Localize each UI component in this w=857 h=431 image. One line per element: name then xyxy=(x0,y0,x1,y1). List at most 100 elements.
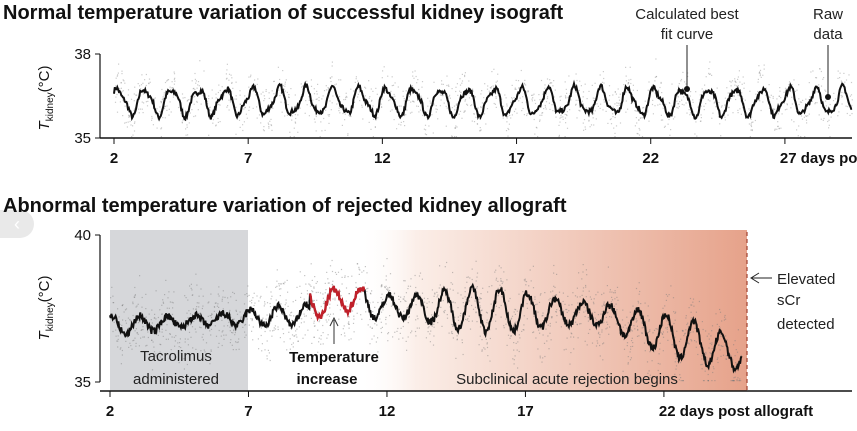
raw-data-point xyxy=(182,97,184,99)
raw-data-point xyxy=(187,299,189,301)
raw-data-point xyxy=(388,99,390,102)
raw-data-point xyxy=(384,90,386,92)
raw-data-point xyxy=(225,78,228,80)
raw-data-point xyxy=(215,93,217,95)
raw-data-point xyxy=(679,362,682,364)
raw-data-point xyxy=(262,317,264,319)
raw-data-point xyxy=(576,79,578,82)
raw-data-point xyxy=(476,287,478,289)
raw-data-point xyxy=(404,125,406,127)
raw-data-point xyxy=(490,87,492,89)
raw-data-point xyxy=(693,317,695,319)
raw-data-point xyxy=(322,302,325,305)
raw-data-point xyxy=(495,314,497,316)
raw-data-point xyxy=(695,341,697,343)
raw-data-point xyxy=(213,310,215,312)
raw-data-point xyxy=(731,357,733,359)
raw-data-point xyxy=(312,291,314,293)
raw-data-point xyxy=(742,76,744,78)
raw-data-point xyxy=(486,321,488,324)
raw-data-point xyxy=(266,340,268,342)
raw-data-point xyxy=(123,80,125,82)
raw-data-point xyxy=(402,337,404,339)
raw-data-point xyxy=(148,313,150,315)
raw-data-point xyxy=(407,285,409,287)
raw-data-point xyxy=(641,332,643,334)
raw-data-point xyxy=(733,380,735,382)
raw-data-point xyxy=(273,327,275,329)
back-chevron-icon[interactable]: ‹ xyxy=(0,210,34,238)
raw-data-point xyxy=(411,330,413,332)
raw-data-point xyxy=(544,355,546,358)
raw-data-point xyxy=(696,135,698,137)
raw-data-point xyxy=(230,316,232,318)
raw-data-point xyxy=(283,88,285,90)
raw-data-point xyxy=(737,78,739,80)
raw-data-point xyxy=(202,333,204,335)
raw-data-point xyxy=(139,85,141,87)
raw-data-point xyxy=(327,278,329,280)
raw-data-point xyxy=(370,100,373,102)
raw-data-point xyxy=(191,326,194,328)
raw-data-point xyxy=(784,87,787,89)
raw-data-point xyxy=(535,126,537,128)
raw-data-point xyxy=(132,301,134,303)
raw-data-point xyxy=(152,331,154,333)
raw-data-point xyxy=(282,85,284,87)
raw-data-point xyxy=(251,330,253,332)
raw-data-point xyxy=(162,301,164,303)
raw-data-point xyxy=(734,81,736,83)
raw-data-point xyxy=(320,335,322,337)
raw-data-point xyxy=(210,317,213,319)
raw-data-point xyxy=(823,117,825,120)
raw-data-point xyxy=(562,118,564,120)
raw-data-point xyxy=(314,121,316,123)
raw-data-point xyxy=(412,100,414,102)
raw-data-point xyxy=(406,307,408,309)
raw-data-point xyxy=(433,81,435,83)
raw-data-point xyxy=(372,105,374,107)
raw-data-point xyxy=(609,95,611,97)
raw-data-point xyxy=(398,123,400,125)
raw-data-point xyxy=(759,69,762,71)
raw-data-point xyxy=(387,289,389,291)
raw-data-point xyxy=(212,119,214,121)
raw-data-point xyxy=(358,268,360,270)
raw-data-point xyxy=(167,79,170,81)
raw-data-point xyxy=(765,87,767,89)
raw-data-point xyxy=(162,96,164,98)
raw-data-point xyxy=(511,84,513,86)
raw-data-point xyxy=(468,97,471,99)
raw-data-point xyxy=(709,61,711,63)
raw-data-point xyxy=(539,294,541,296)
raw-data-point xyxy=(845,105,847,107)
raw-data-point xyxy=(315,98,317,100)
raw-data-point xyxy=(284,90,286,92)
raw-data-point xyxy=(479,298,481,300)
raw-data-point xyxy=(638,335,640,337)
raw-data-point xyxy=(359,298,361,300)
raw-data-point xyxy=(405,90,407,92)
raw-data-point xyxy=(690,317,692,319)
raw-data-point xyxy=(289,314,291,316)
raw-data-point xyxy=(717,116,720,118)
raw-data-point xyxy=(597,333,600,335)
raw-data-point xyxy=(244,331,246,333)
raw-data-point xyxy=(847,106,849,108)
raw-data-point xyxy=(459,315,461,317)
region-rejection xyxy=(358,230,747,391)
raw-data-point xyxy=(408,316,410,318)
raw-data-point xyxy=(511,317,513,319)
raw-data-point xyxy=(258,114,261,116)
raw-data-point xyxy=(687,326,690,328)
raw-data-point xyxy=(791,96,793,98)
raw-data-point xyxy=(548,348,550,350)
raw-data-point xyxy=(513,324,515,326)
raw-data-point xyxy=(718,344,720,346)
raw-data-point xyxy=(565,348,567,350)
raw-data-point xyxy=(732,359,734,361)
x-tick-label: 2 xyxy=(106,403,114,420)
raw-data-point xyxy=(707,379,709,382)
raw-data-point xyxy=(276,315,278,317)
raw-data-point xyxy=(416,105,418,107)
